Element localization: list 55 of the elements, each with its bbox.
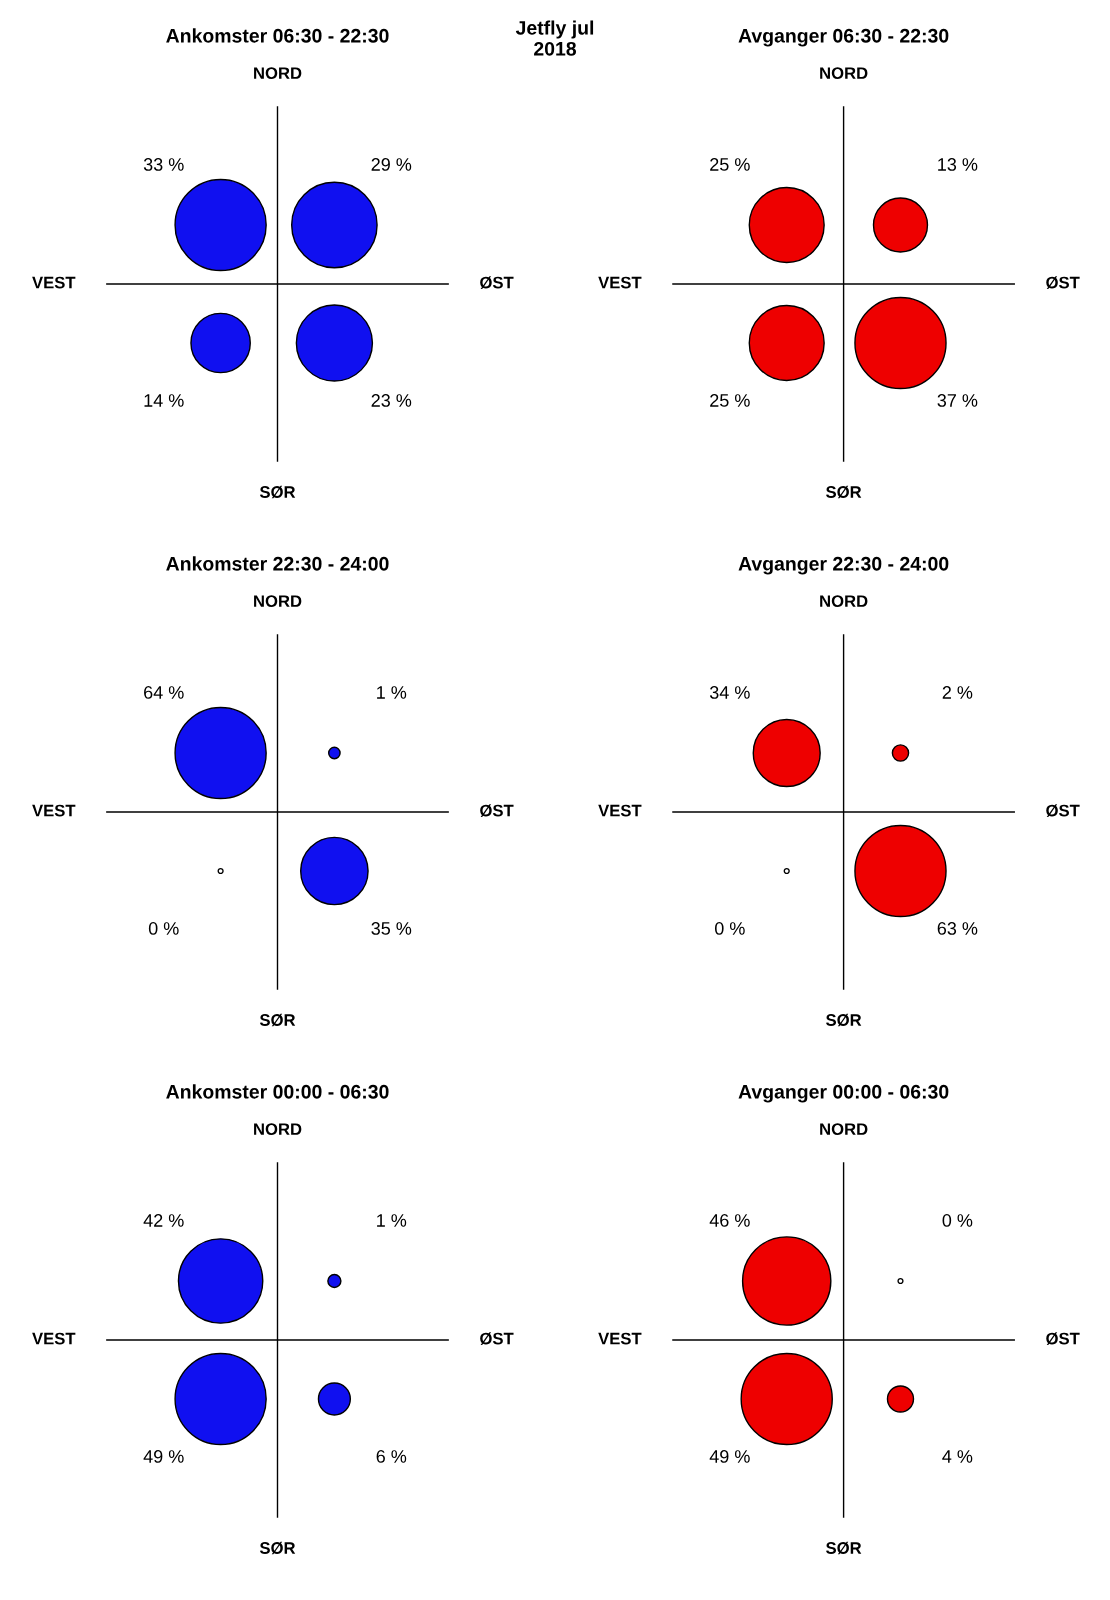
data-label: 13 % [938,158,978,171]
text: VEST [32,276,76,289]
text: SØR [826,1541,862,1555]
text: Avganger 22:30 - 24:00 [738,556,949,575]
data-label: 49 % [709,1450,750,1463]
data-label: 25 % [710,158,750,171]
data-label: 6 % [376,1450,407,1463]
text: SØR [826,485,862,499]
text: VEST [598,804,642,817]
text: ØST [1046,804,1080,817]
data-label: 46 % [709,1214,750,1227]
text: VEST [598,1332,642,1345]
text: VEST [32,804,76,817]
data-label: 0 % [148,922,179,935]
text: NORD [820,595,868,608]
text: SØR [826,1013,862,1027]
text: VEST [598,276,642,289]
text: SØR [259,1541,296,1555]
text: NORD [820,1123,868,1136]
text: ØST [480,804,514,817]
data-label: 64 % [144,686,184,699]
data-label: 49 % [143,1450,184,1463]
data-label: 0 % [942,1214,973,1227]
data-label: 23 % [371,394,412,407]
data-label: 2 % [942,686,973,699]
text: Ankomster 22:30 - 24:00 [166,556,389,571]
text: NORD [254,67,302,80]
data-label: 63 % [937,922,978,935]
text: SØR [259,1013,296,1027]
text: Jetfly jul 2018 [515,20,594,56]
text: Avganger 00:00 - 06:30 [738,1084,949,1103]
text: SØR [259,485,296,499]
text: ØST [1046,1332,1080,1345]
text: ØST [480,1332,514,1345]
data-label: 33 % [143,158,184,171]
data-label: 34 % [709,686,750,699]
text: ØST [1046,276,1080,289]
text: Avganger 06:30 - 22:30 [738,28,949,47]
data-label: 1 % [377,1214,407,1227]
data-label: 1 % [377,686,407,699]
data-label: 42 % [143,1214,184,1227]
data-label: 14 % [144,394,184,407]
data-label: 35 % [371,922,412,935]
data-label: 29 % [371,158,412,171]
data-label: 4 % [942,1450,973,1463]
text: Ankomster 06:30 - 22:30 [166,28,389,43]
data-label: 0 % [714,922,745,935]
data-label: 25 % [710,394,750,407]
text: NORD [254,1123,302,1136]
text: VEST [32,1332,76,1345]
text: Ankomster 00:00 - 06:30 [166,1084,389,1099]
text: NORD [254,595,302,608]
data-label: 37 % [937,394,978,407]
text: NORD [820,67,868,80]
text: ØST [480,276,514,289]
